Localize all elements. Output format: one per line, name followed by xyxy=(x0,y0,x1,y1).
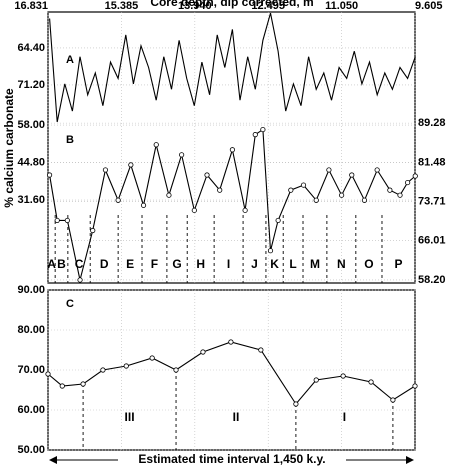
zone-label: P xyxy=(394,257,402,271)
y-tick-label: 58.00 xyxy=(17,119,45,131)
point xyxy=(90,227,96,234)
point xyxy=(77,277,83,283)
point xyxy=(149,355,155,361)
zone-label: E xyxy=(126,257,134,271)
point xyxy=(140,202,147,208)
y-tick-label: 64.40 xyxy=(17,42,45,54)
series-label: A xyxy=(66,54,74,66)
point xyxy=(191,207,197,213)
point xyxy=(228,339,234,345)
y-tick-label: 44.80 xyxy=(17,156,45,168)
point xyxy=(258,347,264,353)
zone-label: F xyxy=(151,257,158,271)
zone-label: A xyxy=(47,257,56,271)
point xyxy=(45,371,51,377)
point xyxy=(313,197,319,203)
time-label: Estimated time interval 1,450 k.y. xyxy=(138,452,325,466)
y-tick-label: 80.00 xyxy=(17,324,45,336)
point xyxy=(46,172,53,178)
point xyxy=(267,248,274,254)
point xyxy=(115,197,121,203)
zone-label: I xyxy=(227,257,230,271)
y-tick-label: 71.20 xyxy=(17,79,45,91)
point xyxy=(339,192,345,198)
y-tick-label: 58.20 xyxy=(418,274,446,286)
interval-label: III xyxy=(125,410,135,424)
point xyxy=(54,217,60,224)
y-axis-title: % calcium carbonate xyxy=(2,88,16,208)
point xyxy=(293,401,299,407)
x-tick-label: 13.940 xyxy=(178,0,212,12)
point xyxy=(179,152,185,158)
y-tick-label: 89.28 xyxy=(418,117,446,129)
x-axis-title: Core depth, dip corrected, m xyxy=(150,0,313,9)
y-tick-label: 70.00 xyxy=(17,364,45,376)
point xyxy=(349,172,355,178)
point xyxy=(260,126,266,133)
x-tick-label: 11.050 xyxy=(325,0,358,12)
point xyxy=(326,167,332,173)
interval-label: II xyxy=(233,410,240,424)
point xyxy=(80,381,86,387)
point xyxy=(300,182,307,188)
series-label: C xyxy=(66,298,74,310)
point xyxy=(204,172,210,178)
zone-label: G xyxy=(172,257,181,271)
zone-label: D xyxy=(100,257,109,271)
point xyxy=(374,167,380,173)
interval-label: I xyxy=(343,410,346,424)
series-label: B xyxy=(66,134,74,146)
point xyxy=(217,187,223,193)
point xyxy=(361,197,368,203)
zone-label: O xyxy=(364,257,373,271)
zone-label: J xyxy=(251,257,258,271)
point xyxy=(200,349,206,355)
y-tick-label: 66.01 xyxy=(418,234,446,246)
point xyxy=(397,192,403,198)
point xyxy=(153,142,159,148)
label-bg xyxy=(118,452,346,468)
point xyxy=(390,397,396,403)
zone-label: K xyxy=(270,257,279,271)
series-line xyxy=(49,12,416,123)
point xyxy=(102,167,109,173)
x-tick-label: 9.605 xyxy=(415,0,443,12)
point xyxy=(123,363,129,369)
point xyxy=(412,383,418,389)
point xyxy=(387,187,393,193)
point xyxy=(173,367,179,373)
x-tick-label: 15.385 xyxy=(105,0,139,12)
point xyxy=(128,162,134,168)
y-tick-label: 90.00 xyxy=(17,284,45,296)
zone-label: B xyxy=(57,257,66,271)
zone-label: H xyxy=(196,257,205,271)
point xyxy=(405,179,411,186)
zone-label: C xyxy=(75,257,84,271)
zone-label: M xyxy=(310,257,320,271)
point xyxy=(64,217,70,224)
point xyxy=(313,377,319,383)
point xyxy=(368,379,374,385)
zone-label: L xyxy=(289,257,296,271)
point xyxy=(166,192,172,198)
point xyxy=(275,217,281,224)
point xyxy=(252,132,258,138)
y-tick-label: 81.48 xyxy=(418,156,446,168)
point xyxy=(242,207,248,213)
point xyxy=(59,383,65,389)
zone-label: N xyxy=(337,257,346,271)
y-tick-label: 60.00 xyxy=(17,404,45,416)
point xyxy=(412,173,418,179)
point xyxy=(288,187,294,193)
x-tick-label: 12.495 xyxy=(251,0,285,12)
x-tick-label: 16.831 xyxy=(14,0,48,12)
point xyxy=(100,367,106,373)
series-line xyxy=(47,341,416,405)
y-tick-label: 50.00 xyxy=(17,444,45,456)
point xyxy=(340,373,346,379)
y-tick-label: 31.60 xyxy=(17,194,45,206)
y-tick-label: 73.71 xyxy=(418,196,446,208)
point xyxy=(229,147,236,153)
